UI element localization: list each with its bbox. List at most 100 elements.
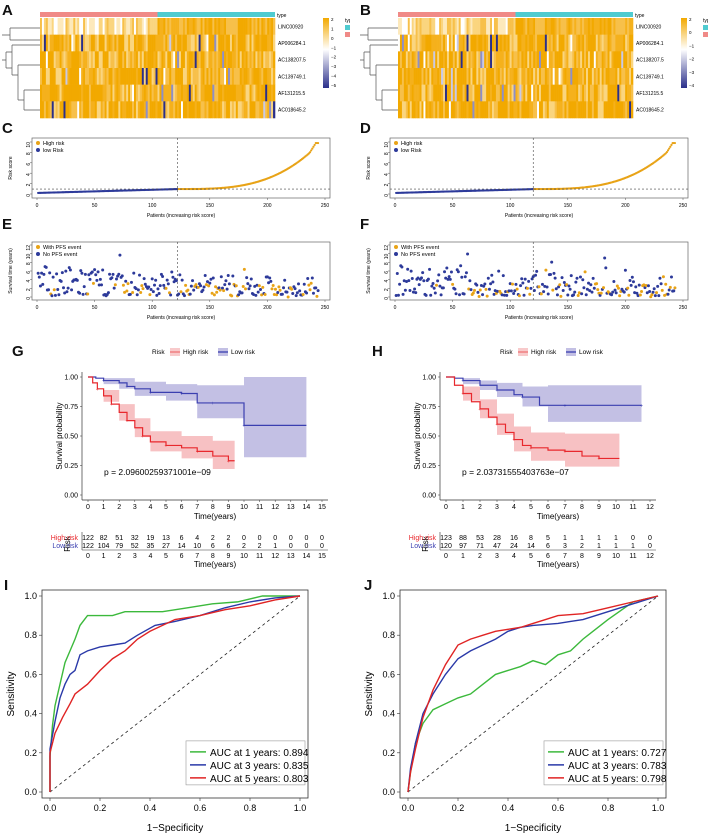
- color-scale-tick: −4: [689, 83, 695, 88]
- heatmap-cell: [593, 18, 597, 35]
- heatmap-cell: [586, 101, 589, 119]
- heatmap-cell: [49, 18, 53, 35]
- heatmap-cell: [627, 18, 630, 35]
- survival-point: [667, 288, 671, 292]
- legend-high-dot: [394, 141, 398, 145]
- panel-label-b: B: [360, 2, 371, 19]
- heatmap-cell: [401, 51, 405, 69]
- heatmap-cell: [525, 68, 528, 85]
- heatmap-cell: [161, 51, 164, 69]
- heatmap-cell: [94, 68, 98, 85]
- y-tick-label: 0.8: [382, 630, 395, 640]
- heatmap-cell: [83, 51, 86, 69]
- heatmap-cell: [621, 51, 624, 69]
- y-tick-label: 8: [384, 152, 390, 155]
- heatmap-cell: [529, 51, 532, 69]
- survival-point: [165, 278, 169, 282]
- survival-point: [584, 293, 588, 297]
- heatmap-cell: [67, 84, 70, 102]
- heatmap-cell: [118, 101, 121, 119]
- survival-point: [512, 292, 516, 296]
- survival-point: [422, 279, 426, 283]
- survival-point: [150, 277, 154, 281]
- heatmap-cell: [605, 101, 608, 119]
- heatmap-cell: [464, 18, 467, 35]
- heatmap-cell: [73, 18, 76, 35]
- heatmap-cell: [572, 101, 575, 119]
- survival-point: [210, 291, 214, 295]
- heatmap-cell: [621, 84, 624, 102]
- heatmap-cell: [251, 68, 254, 85]
- gene-label: AC138207.5: [636, 58, 664, 64]
- heatmap-cell: [202, 18, 205, 35]
- heatmap-cell: [43, 18, 47, 35]
- heatmap-cell: [574, 51, 577, 69]
- survival-point: [401, 292, 405, 296]
- heatmap-cell: [546, 101, 550, 119]
- panel-label-a: A: [2, 2, 13, 19]
- heatmap-cell: [591, 18, 595, 35]
- heatmap-cell: [574, 18, 577, 35]
- heatmap-cell: [186, 101, 190, 119]
- x-tick-label: 12: [271, 504, 279, 511]
- heatmap-cell: [450, 51, 454, 69]
- heatmap-cell: [613, 84, 616, 102]
- censor-mark: +: [126, 419, 129, 425]
- heatmap-cell: [169, 84, 172, 102]
- roc-legend-label: AUC at 5 years: 0.798: [568, 774, 667, 785]
- heatmap-cell: [415, 84, 418, 102]
- heatmap-cell: [69, 34, 72, 52]
- heatmap-cell: [243, 68, 246, 85]
- heatmap-cell: [110, 51, 113, 69]
- survival-point: [476, 290, 480, 294]
- survival-point: [496, 289, 500, 293]
- heatmap-cell: [108, 68, 111, 85]
- heatmap-cell: [141, 68, 145, 85]
- heatmap-cell: [184, 68, 188, 85]
- x-tick-label: 0.8: [244, 803, 257, 813]
- y-tick-label: 4: [384, 279, 390, 282]
- heatmap-cell: [43, 101, 47, 119]
- heatmap-cell: [423, 51, 426, 69]
- heatmap-cell: [102, 34, 105, 52]
- legend-noevent-dot: [36, 252, 40, 256]
- heatmap-cell: [482, 84, 485, 102]
- heatmap-cell: [517, 68, 520, 85]
- heatmap-cell: [235, 51, 239, 69]
- heatmap-cell: [631, 51, 634, 69]
- survival-point: [278, 288, 282, 292]
- survival-point: [577, 291, 581, 295]
- heatmap-cell: [470, 84, 473, 102]
- survival-point: [653, 294, 657, 298]
- heatmap-cell: [118, 51, 121, 69]
- x-tick-label: 0: [394, 305, 397, 311]
- heatmap-cell: [61, 34, 64, 52]
- heatmap-cell: [139, 101, 143, 119]
- heatmap-cell: [51, 51, 55, 69]
- heatmap-cell: [222, 101, 225, 119]
- heatmap-cell: [87, 51, 90, 69]
- heatmap-cell: [519, 68, 522, 85]
- heatmap-cell: [619, 84, 622, 102]
- heatmap-cell: [143, 18, 147, 35]
- legend-noevent-dot: [394, 252, 398, 256]
- heatmap-cell: [194, 68, 197, 85]
- y-tick-label: 0.6: [382, 669, 395, 679]
- risk-table-low-value: 1: [273, 543, 277, 550]
- heatmap-cell: [75, 68, 78, 85]
- heatmap-cell: [399, 84, 403, 102]
- heatmap-cell: [132, 84, 135, 102]
- heatmap-cell: [564, 34, 567, 52]
- survival-point: [56, 288, 60, 292]
- heatmap-cell: [490, 84, 493, 102]
- risk-table-low-value: 27: [162, 543, 170, 550]
- heatmap-cell: [263, 84, 266, 102]
- heatmap-cell: [568, 68, 571, 85]
- heatmap-cell: [135, 84, 139, 102]
- heatmap-cell: [441, 51, 444, 69]
- heatmap-cell: [529, 84, 532, 102]
- risk-table-low-value: 14: [527, 543, 535, 550]
- survival-point: [514, 282, 518, 286]
- heatmap-cell: [159, 101, 162, 119]
- heatmap-cell: [79, 101, 82, 119]
